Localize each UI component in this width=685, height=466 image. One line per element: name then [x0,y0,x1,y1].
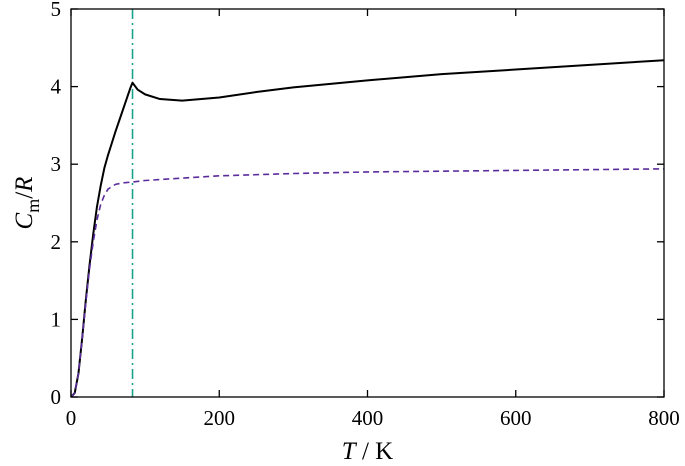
y-tick-label: 0 [51,385,62,409]
y-tick-label: 3 [51,152,62,176]
x-axis-separator: / [356,438,375,465]
y-axis-separator: / [11,192,38,199]
x-axis-label: T / K [342,438,393,465]
tick-labels: 0 200 400 600 800 0 1 2 3 4 5 [51,0,680,430]
y-axis-label: Cm/R [11,177,43,230]
axis-ticks [70,8,665,398]
y-axis-subscript: m [23,199,43,213]
series-line-2 [70,168,665,398]
plot-marks [70,9,665,398]
series-line-1 [70,59,665,398]
x-tick-label: 800 [648,406,680,430]
y-axis-denominator: R [11,177,38,193]
x-tick-label: 400 [352,406,384,430]
y-tick-label: 1 [51,307,62,331]
y-axis-variable: C [11,212,38,229]
x-tick-label: 600 [500,406,532,430]
y-tick-label: 5 [51,0,62,21]
plot-frame [70,8,665,398]
y-tick-label: 4 [51,75,62,99]
y-tick-label: 2 [51,230,62,254]
x-axis-unit: K [375,438,393,465]
x-tick-label: 200 [204,406,236,430]
x-axis-variable: T [342,438,358,465]
x-tick-label: 0 [66,406,77,430]
